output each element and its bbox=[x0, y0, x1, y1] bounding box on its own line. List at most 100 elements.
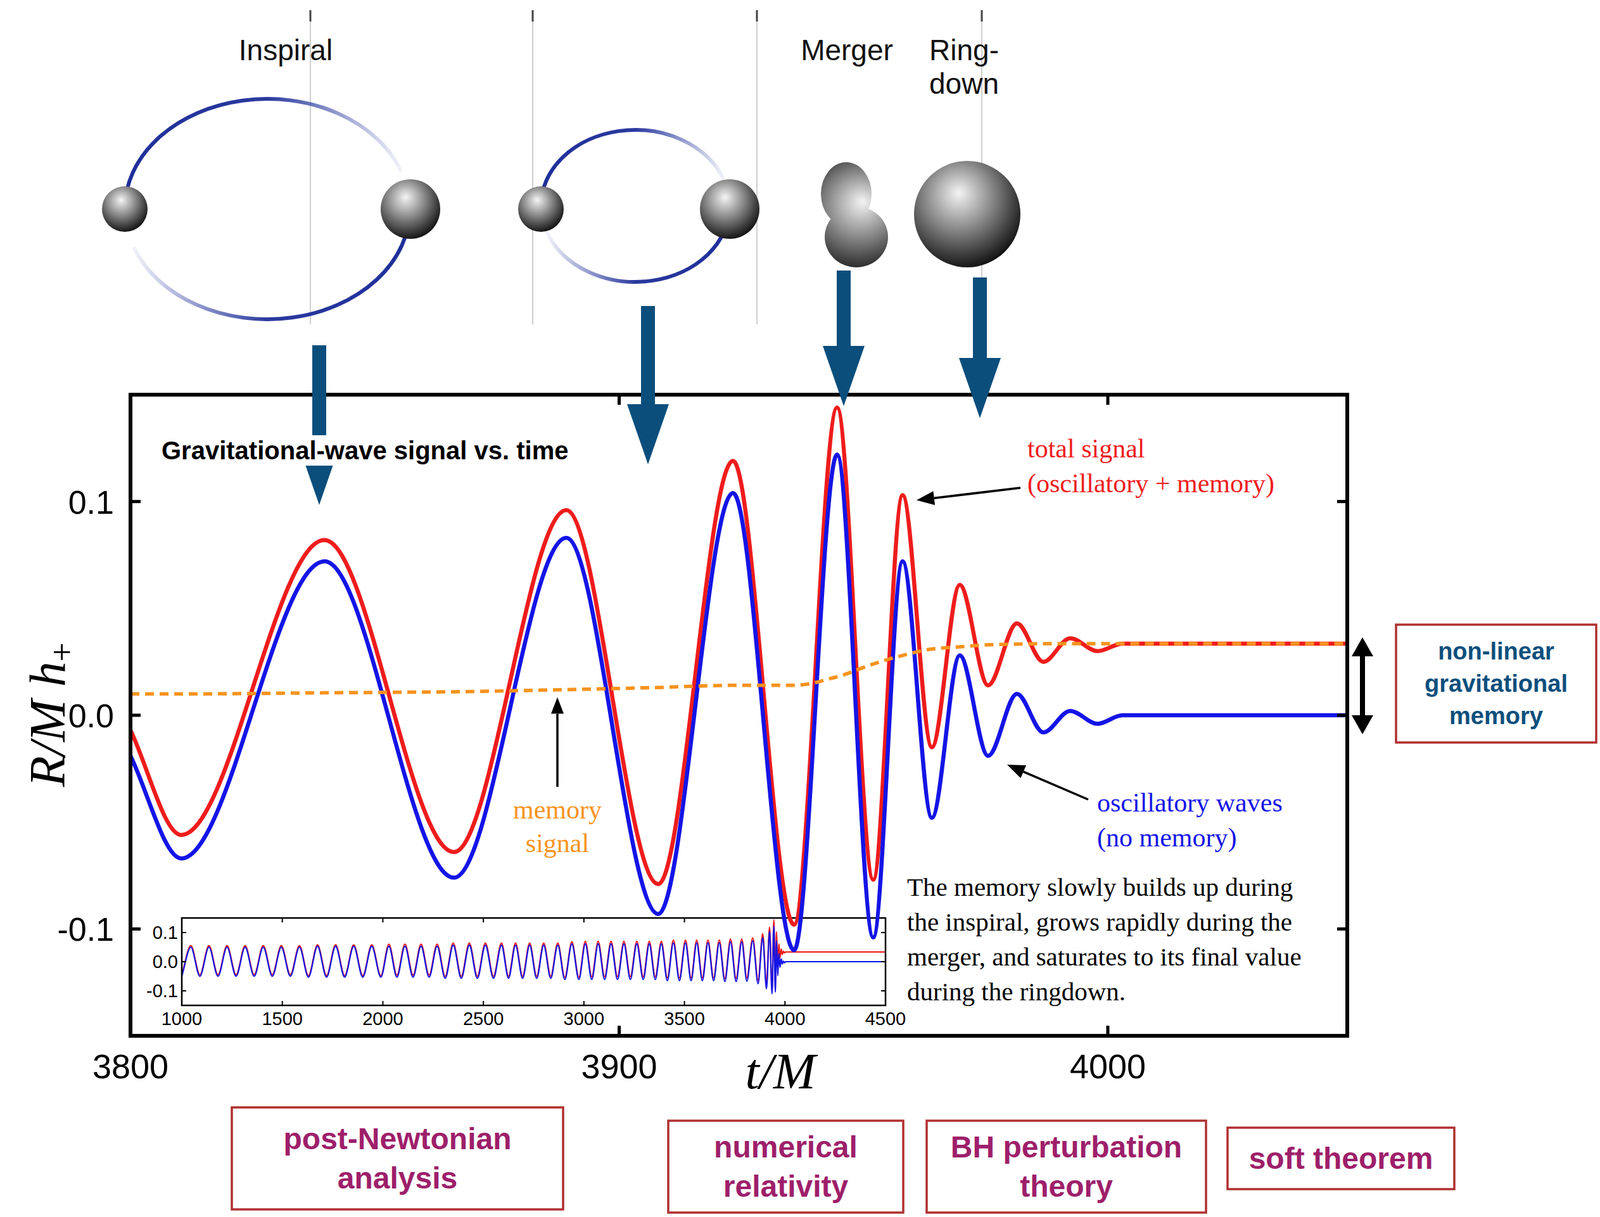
caption-line: The memory slowly builds up during bbox=[907, 872, 1293, 902]
double-arrow-head bbox=[1351, 715, 1374, 735]
series-line bbox=[130, 643, 1348, 694]
phase-divider-tick bbox=[532, 10, 534, 22]
inset-lines bbox=[181, 919, 886, 994]
inset-x-tick-label: 1000 bbox=[161, 1008, 203, 1029]
y-tick bbox=[1337, 927, 1348, 931]
inset-x-tick bbox=[482, 1000, 484, 1006]
inset-x-tick-label: 2000 bbox=[362, 1008, 404, 1029]
y-tick bbox=[130, 499, 141, 503]
series-line bbox=[130, 454, 1348, 951]
y-tick bbox=[1337, 713, 1348, 718]
black-hole bbox=[101, 186, 148, 232]
x-tick bbox=[129, 394, 133, 405]
label-arrow-head bbox=[1007, 764, 1027, 778]
method-label: numerical bbox=[713, 1130, 858, 1164]
inset-line bbox=[181, 926, 886, 994]
title-group: Gravitational-wave signal vs. time bbox=[158, 435, 571, 466]
memory-box-label: non-linear bbox=[1437, 637, 1555, 665]
inset-y-tick-label: 0.0 bbox=[152, 951, 178, 972]
double-arrow-head bbox=[1351, 637, 1374, 657]
method-label: theory bbox=[1019, 1169, 1113, 1203]
caption-line: the inspiral, grows rapidly during the bbox=[907, 907, 1293, 937]
title-patch bbox=[158, 435, 571, 466]
phase-divider bbox=[532, 10, 534, 325]
method-label: relativity bbox=[723, 1169, 849, 1203]
method-box bbox=[668, 1120, 904, 1213]
double-arrow-shaft bbox=[1359, 654, 1366, 717]
y-axis-title: R/M h+ bbox=[19, 642, 82, 788]
label-arrow-head bbox=[551, 697, 564, 714]
series-label-line: (no memory) bbox=[1097, 822, 1237, 853]
inset-x-tick bbox=[884, 917, 887, 923]
phase-divider-tick bbox=[756, 10, 759, 22]
series-label: total signal(oscillatory + memory) bbox=[1027, 433, 1275, 499]
inset-x-tick bbox=[281, 1000, 284, 1006]
method-label: post-Newtonian bbox=[283, 1121, 512, 1156]
plot-area bbox=[130, 394, 1348, 1036]
method-box bbox=[1227, 1127, 1455, 1189]
memory-box-label: gravitational bbox=[1424, 670, 1568, 697]
y-tick-label: 0.1 bbox=[68, 483, 115, 521]
inset-x-tick bbox=[381, 1000, 384, 1006]
inset-area bbox=[181, 917, 886, 1006]
method-box bbox=[926, 1120, 1207, 1213]
x-tick bbox=[1105, 394, 1110, 405]
series-label-line: signal bbox=[525, 828, 590, 858]
inset-x-tick bbox=[684, 917, 686, 923]
x-tick bbox=[617, 1025, 621, 1036]
inset-x-tick bbox=[684, 1000, 686, 1006]
memory-box bbox=[1396, 624, 1597, 743]
inset-y-tick bbox=[181, 931, 187, 934]
inset-x-tick-label: 3500 bbox=[663, 1008, 705, 1029]
inset-y-tick bbox=[881, 990, 886, 992]
stage-arrow bbox=[958, 277, 1001, 419]
caption-line: during the ringdown. bbox=[907, 976, 1126, 1006]
orbit-arc bbox=[540, 129, 724, 206]
inset-y-tick-label: -0.1 bbox=[146, 980, 178, 1001]
y-tick bbox=[130, 927, 141, 931]
x-axis-title: t/M bbox=[744, 1043, 818, 1099]
inset-x-tick bbox=[583, 1000, 585, 1006]
method-label: analysis bbox=[337, 1161, 458, 1195]
x-tick-label: 4000 bbox=[1069, 1047, 1146, 1086]
inset-x-tick bbox=[181, 1000, 183, 1006]
x-tick bbox=[617, 394, 621, 405]
title: Gravitational-wave signal vs. time bbox=[161, 436, 569, 465]
inset-x-tick-label: 4000 bbox=[764, 1008, 806, 1029]
method-label: soft theorem bbox=[1249, 1141, 1434, 1175]
inset-x-tick bbox=[281, 917, 284, 923]
inset-y-tick bbox=[881, 931, 886, 934]
x-tick bbox=[1105, 1025, 1110, 1036]
label-arrow bbox=[551, 697, 564, 787]
label-arrow-shaft bbox=[556, 713, 559, 787]
y-tick bbox=[130, 713, 141, 718]
x-tick bbox=[129, 1025, 133, 1036]
binary-diagram: InspiralMergerRing-down bbox=[101, 10, 1021, 325]
inset-x-tick bbox=[583, 917, 585, 923]
inset-y-tick bbox=[181, 990, 187, 992]
memory-double-arrow bbox=[1351, 637, 1374, 735]
inset-y-tick bbox=[181, 960, 187, 963]
stage-label: Ring- bbox=[929, 33, 999, 67]
memory-box-label: memory bbox=[1449, 702, 1543, 730]
phase-divider-tick bbox=[981, 10, 984, 22]
main-lines bbox=[130, 407, 1348, 951]
label-arrow-shaft bbox=[1023, 771, 1089, 800]
inset-x-tick bbox=[381, 917, 384, 923]
inset-y-tick-label: 0.1 bbox=[152, 922, 178, 943]
inset-line bbox=[181, 919, 886, 991]
inset-x-tick-label: 1500 bbox=[261, 1008, 303, 1029]
inset-x-tick bbox=[784, 1000, 786, 1006]
method-box bbox=[231, 1107, 564, 1210]
merging-black-holes bbox=[820, 162, 889, 268]
y-axis-title-main: R/M h bbox=[19, 661, 76, 788]
stage-label: down bbox=[929, 67, 999, 101]
stage-arrow bbox=[822, 270, 865, 407]
label-arrow-shaft bbox=[934, 487, 1021, 498]
inset-frame bbox=[181, 917, 886, 1006]
stage-arrow bbox=[298, 345, 341, 505]
series-label-line: total signal bbox=[1027, 433, 1145, 464]
stage-label: Inspiral bbox=[238, 33, 333, 67]
black-hole bbox=[380, 179, 441, 239]
phase-divider bbox=[756, 10, 758, 325]
